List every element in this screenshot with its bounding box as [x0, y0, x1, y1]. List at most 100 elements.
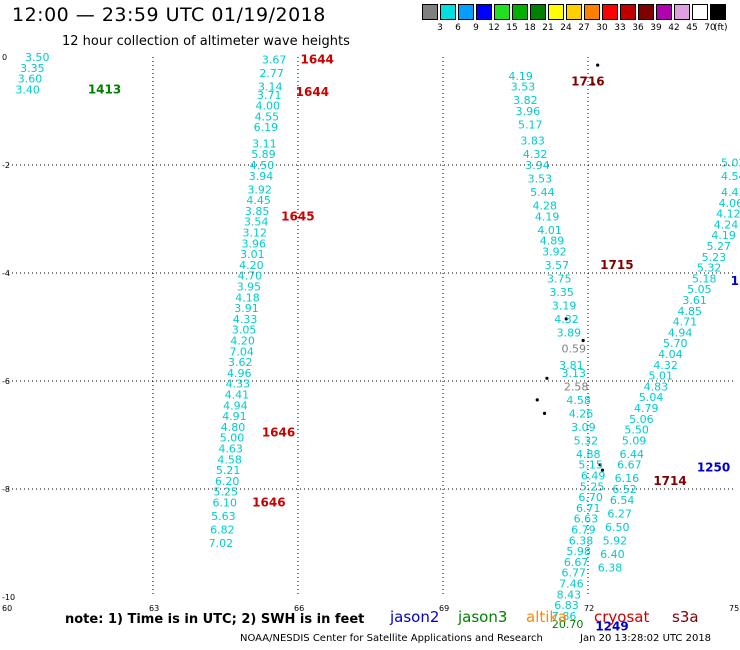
pass-time-label: 1645 [281, 209, 314, 223]
lat-tick-label: -4 [2, 269, 10, 278]
lat-tick-label: -8 [2, 485, 10, 494]
wave-height-value: 3.62 [228, 356, 253, 369]
colorbar-swatch [566, 4, 582, 20]
wave-height-value: 5.23 [702, 251, 727, 264]
pass-time-label: 1644 [296, 85, 329, 99]
wave-height-value: 5.98 [566, 545, 591, 558]
lon-tick-label: 75 [729, 604, 739, 613]
footer-note: note: 1) Time is in UTC; 2) SWH is in fe… [65, 612, 365, 627]
satellite-legend-jason3: jason3 [458, 608, 508, 626]
wave-height-value: 4.88 [576, 448, 601, 461]
wave-height-value: 4.20 [230, 335, 255, 348]
wave-height-value: 4.43 [721, 186, 740, 199]
wave-height-value: 7.86 [552, 610, 577, 623]
colorbar-label: 30 [596, 23, 608, 33]
island-mark [542, 411, 547, 415]
colorbar-label: 42 [668, 23, 680, 33]
satellite-legend-jason2: jason2 [390, 608, 440, 626]
wave-height-value: 7.46 [559, 578, 584, 591]
wave-height-value: 4.80 [221, 421, 246, 434]
wave-height-value: 6.50 [605, 521, 630, 534]
wave-height-value: 6.19 [254, 121, 279, 134]
colorbar-label: 24 [560, 23, 572, 33]
pass-time-label: 1715 [600, 258, 633, 272]
wave-height-value: 5.63 [211, 510, 236, 523]
colorbar-swatch [440, 4, 456, 20]
wave-height-value: 6.83 [554, 599, 579, 612]
wave-height-value: 4.04 [658, 348, 683, 361]
wave-height-value: 5.32 [574, 434, 599, 447]
wave-height-value: 4.55 [255, 110, 279, 123]
wave-height-value: 3.96 [242, 237, 266, 250]
wave-height-value: 4.50 [250, 159, 275, 172]
wave-height-value: 3.01 [240, 248, 264, 261]
wave-height-value: 3.53 [528, 173, 553, 186]
pass-time-label: 1646 [262, 425, 295, 439]
colorbar-label: 21 [542, 23, 554, 33]
wave-height-value: 6.49 [581, 470, 606, 483]
pass-time-label: 1250 [697, 460, 730, 474]
island-mark [564, 317, 568, 321]
pass-time-label: 1644 [301, 53, 334, 67]
wave-height-value: 4.32 [554, 313, 579, 326]
island-mark [596, 63, 600, 67]
wave-height-value: 3.81 [559, 359, 584, 372]
wave-height-value: 3.82 [513, 94, 538, 107]
wave-height-value: 3.75 [547, 272, 572, 285]
wave-height-value: 5.32 [697, 262, 722, 275]
wave-height-value: 6.10 [213, 497, 238, 510]
wave-height-value: 6.82 [210, 524, 235, 537]
colorbar-swatch [494, 4, 510, 20]
wave-height-value: 4.85 [678, 305, 703, 318]
wave-height-value: 4.91 [222, 410, 247, 423]
wave-height-value: 5.15 [578, 459, 603, 472]
wave-height-value: 4.19 [711, 229, 736, 242]
wave-height-value: 3.12 [243, 227, 268, 240]
colorbar-label: 3 [437, 23, 443, 33]
wave-height-value: 4.83 [644, 380, 669, 393]
wave-height-value: 3.67 [262, 54, 287, 67]
wave-height-value: 5.00 [220, 432, 245, 445]
wave-height-value: 6.38 [598, 561, 623, 574]
wave-height-value: 4.58 [217, 453, 242, 466]
wave-height-value: 5.04 [639, 391, 664, 404]
wave-height-value: 3.83 [520, 135, 545, 148]
wave-height-value: 6.63 [574, 513, 599, 526]
wave-height-value: 6.38 [569, 534, 594, 547]
wave-height-value: 3.85 [245, 205, 270, 218]
wave-height-value: 5.18 [692, 272, 717, 285]
colorbar-swatch [530, 4, 546, 20]
wave-height-value: 4.58 [566, 394, 591, 407]
wave-height-value: 3.19 [552, 299, 577, 312]
wave-height-value: 5.05 [687, 283, 712, 296]
satellite-legend-cryosat: cryosat [594, 608, 650, 626]
map-subtitle: 12 hour collection of altimeter wave hei… [62, 34, 350, 49]
wave-height-value: 6.16 [615, 472, 640, 485]
wave-height-value: 5.02 [721, 156, 740, 169]
wave-height-value: 4.01 [537, 224, 562, 237]
wave-height-value: 3.53 [511, 81, 536, 94]
colorbar-label: 36 [632, 23, 644, 33]
wave-height-value: 0.59 [562, 343, 587, 356]
wave-height-value: 3.11 [252, 137, 277, 150]
wave-height-value: 3.54 [244, 216, 269, 229]
wave-height-value: 4.71 [673, 316, 698, 329]
wave-height-value: 4.24 [714, 218, 739, 231]
wave-height-value: 3.94 [249, 170, 273, 183]
wave-height-value: 5.89 [251, 148, 276, 161]
wave-height-value: 2.77 [259, 67, 284, 80]
wave-height-value: 7.04 [229, 345, 254, 358]
island-mark [591, 82, 595, 86]
satellite-legend-s3a: s3a [672, 608, 699, 626]
wave-height-value: 3.35 [549, 286, 574, 299]
lat-tick-label: -10 [2, 593, 15, 602]
wave-height-value: 4.41 [225, 389, 250, 402]
colorbar-label: 33 [614, 23, 626, 33]
wave-height-value: 4.79 [634, 402, 659, 415]
wave-height-value: 4.19 [508, 70, 533, 83]
wave-height-value: 7.02 [209, 537, 234, 550]
wave-height-value: 3.50 [25, 51, 50, 64]
wave-height-value: 4.19 [535, 210, 560, 223]
generated-timestamp: Jan 20 13:28:02 UTC 2018 [580, 633, 712, 644]
colorbar-swatch [602, 4, 618, 20]
